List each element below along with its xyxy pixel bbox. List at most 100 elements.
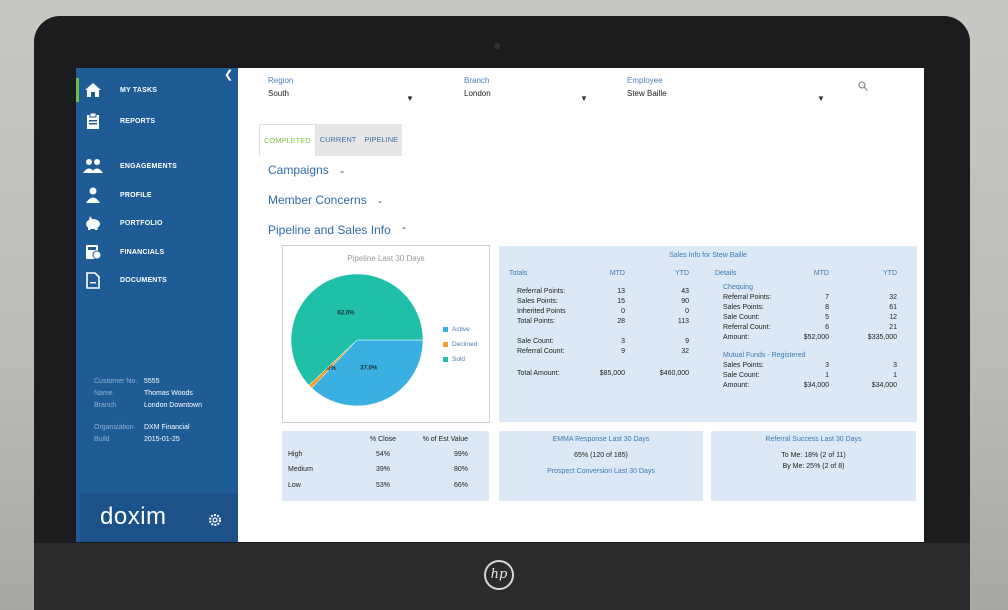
- sidebar-item-engagements[interactable]: ENGAGEMENTS: [76, 154, 238, 178]
- mutual-funds-row-ytd: 1: [893, 372, 897, 379]
- totals-row-mtd: 28: [617, 318, 625, 325]
- brand-bar: doxim: [80, 493, 238, 542]
- home-icon: [82, 81, 104, 99]
- people-icon: [82, 157, 104, 175]
- organization-label: Organization: [94, 424, 134, 431]
- chequing-row-ytd: 32: [889, 294, 897, 301]
- pie-label-sold: 62.0%: [338, 310, 356, 316]
- chequing-row-mtd: 6: [825, 324, 829, 331]
- emma-value: 65% (120 of 185): [574, 452, 628, 459]
- referral-title: Referral Success Last 30 Days: [765, 436, 862, 443]
- sidebar-item-financials[interactable]: FINANCIALS: [76, 240, 238, 264]
- sidebar-item-label: PROFILE: [120, 191, 152, 199]
- chevron-down-icon: ▼: [406, 94, 414, 103]
- pipeline-sales-section-toggle[interactable]: Pipeline and Sales Info ⌃: [268, 223, 407, 237]
- customer-info: Customer No. 5555 Name Thomas Woods Branch…: [94, 378, 202, 448]
- close-row-label: Medium: [288, 466, 313, 473]
- doxim-logo: doxim: [100, 503, 167, 530]
- search-icon[interactable]: [858, 78, 870, 91]
- legend-item-sold: Sold: [443, 356, 477, 363]
- sidebar-item-label: MY TASKS: [120, 86, 158, 94]
- tab-bar: COMPLETED CURRENT PIPELINE: [259, 124, 403, 156]
- referral-success-panel: Referral Success Last 30 Days To Me: 18%…: [711, 431, 916, 501]
- legend-swatch-active: [443, 327, 448, 332]
- details-mtd-header: MTD: [813, 270, 829, 277]
- sidebar-item-label: DOCUMENTS: [120, 276, 167, 284]
- campaigns-section-toggle[interactable]: Campaigns ⌄: [268, 163, 345, 177]
- totals-row-mtd: 15: [617, 298, 625, 305]
- sidebar-item-my-tasks[interactable]: MY TASKS: [76, 78, 241, 102]
- document-icon: [82, 271, 104, 289]
- region-filter[interactable]: Region South ▼: [268, 76, 418, 103]
- totals-row-label: Sales Points:: [517, 298, 558, 305]
- chequing-row-mtd: 7: [825, 294, 829, 301]
- chequing-row-mtd: $52,000: [803, 334, 829, 341]
- employee-filter[interactable]: Employee Stew Baille ▼: [627, 76, 827, 103]
- close-header: % Close: [369, 436, 396, 443]
- sidebar-item-reports[interactable]: REPORTS: [76, 109, 238, 133]
- pie-slice-sold[interactable]: [290, 273, 424, 386]
- branch-filter[interactable]: Branch London ▼: [464, 76, 590, 103]
- customer-name-label: Name: [94, 390, 113, 397]
- sidebar-item-label: REPORTS: [120, 117, 156, 125]
- totals-ytd-header: YTD: [675, 270, 689, 277]
- legend-label-declined: Declined: [452, 341, 478, 348]
- legend-label-active: Active: [452, 326, 470, 333]
- sidebar-item-label: FINANCIALS: [120, 248, 165, 256]
- totals-row-label: Referral Points:: [517, 288, 566, 295]
- legend-swatch-sold: [443, 357, 448, 362]
- mutual-funds-row-label: Sales Points:: [723, 362, 764, 369]
- campaigns-heading: Campaigns: [268, 163, 329, 177]
- prospect-conversion-link[interactable]: Prospect Conversion Last 30 Days: [547, 468, 655, 475]
- member-concerns-section-toggle[interactable]: Member Concerns ⌄: [268, 193, 383, 207]
- chevron-down-icon: ▼: [817, 94, 825, 103]
- app-screen: ❮ MY TASKS REPORTS ENGAGEMENTS PROFILE: [76, 68, 924, 542]
- totals-row-ytd: 32: [681, 348, 689, 355]
- totals-row-label: Total Amount:: [517, 370, 560, 377]
- tab-completed[interactable]: COMPLETED: [259, 124, 316, 156]
- customer-branch-label: Branch: [94, 402, 117, 409]
- gear-icon[interactable]: [208, 513, 222, 527]
- tab-pipeline[interactable]: PIPELINE: [364, 135, 399, 144]
- clipboard-icon: [82, 112, 104, 130]
- close-row-close: 53%: [375, 482, 390, 489]
- chequing-row-label: Referral Points:: [723, 294, 772, 301]
- mutual-funds-row-label: Amount:: [723, 382, 750, 389]
- branch-label: Branch: [464, 76, 490, 85]
- employee-label: Employee: [627, 76, 663, 85]
- legend-item-active: Active: [443, 326, 477, 333]
- build-label: Build: [94, 436, 110, 443]
- referral-to-me: To Me: 18% (2 of 11): [781, 452, 846, 459]
- sidebar-item-portfolio[interactable]: PORTFOLIO: [76, 211, 238, 235]
- chequing-row-mtd: 5: [825, 314, 829, 321]
- sidebar-item-documents[interactable]: DOCUMENTS: [76, 268, 238, 292]
- totals-header: Totals: [509, 270, 528, 277]
- mutual-funds-row-mtd: 3: [825, 362, 829, 369]
- collapse-sidebar-icon[interactable]: ❮: [224, 69, 234, 81]
- pie-slice-active[interactable]: [311, 339, 424, 407]
- close-row-label: High: [288, 451, 303, 458]
- sales-info-panel: Sales Info for Stew Baille Totals MTD YT…: [499, 246, 917, 422]
- build-value: 2015-01-25: [144, 436, 180, 443]
- tab-current[interactable]: CURRENT: [319, 135, 357, 144]
- pipeline-pie-chart: 37.0% 1.0% 62.0%: [290, 273, 424, 407]
- employee-value: Stew Baille: [627, 89, 667, 98]
- chequing-row-label: Sales Points:: [723, 304, 764, 311]
- region-label: Region: [268, 76, 294, 85]
- close-row-est: 80%: [453, 466, 468, 473]
- details-ytd-header: YTD: [883, 270, 897, 277]
- close-row-label: Low: [288, 482, 301, 489]
- chequing-row-label: Referral Count:: [723, 324, 771, 331]
- close-row-est: 66%: [453, 482, 468, 489]
- totals-mtd-header: MTD: [609, 270, 625, 277]
- totals-row-label: Inherited Points: [517, 308, 566, 315]
- member-concerns-heading: Member Concerns: [268, 193, 367, 207]
- referral-by-me: By Me: 25% (2 of 8): [782, 463, 845, 470]
- organization-value: DXM Financial: [144, 424, 190, 431]
- close-row-est: 99%: [453, 451, 468, 458]
- chequing-row-ytd: 21: [889, 324, 897, 331]
- chequing-row-label: Sale Count:: [723, 314, 760, 321]
- pipeline-sales-heading: Pipeline and Sales Info: [268, 223, 391, 237]
- sidebar-item-profile[interactable]: PROFILE: [76, 183, 238, 207]
- customer-name-value: Thomas Woods: [144, 390, 193, 397]
